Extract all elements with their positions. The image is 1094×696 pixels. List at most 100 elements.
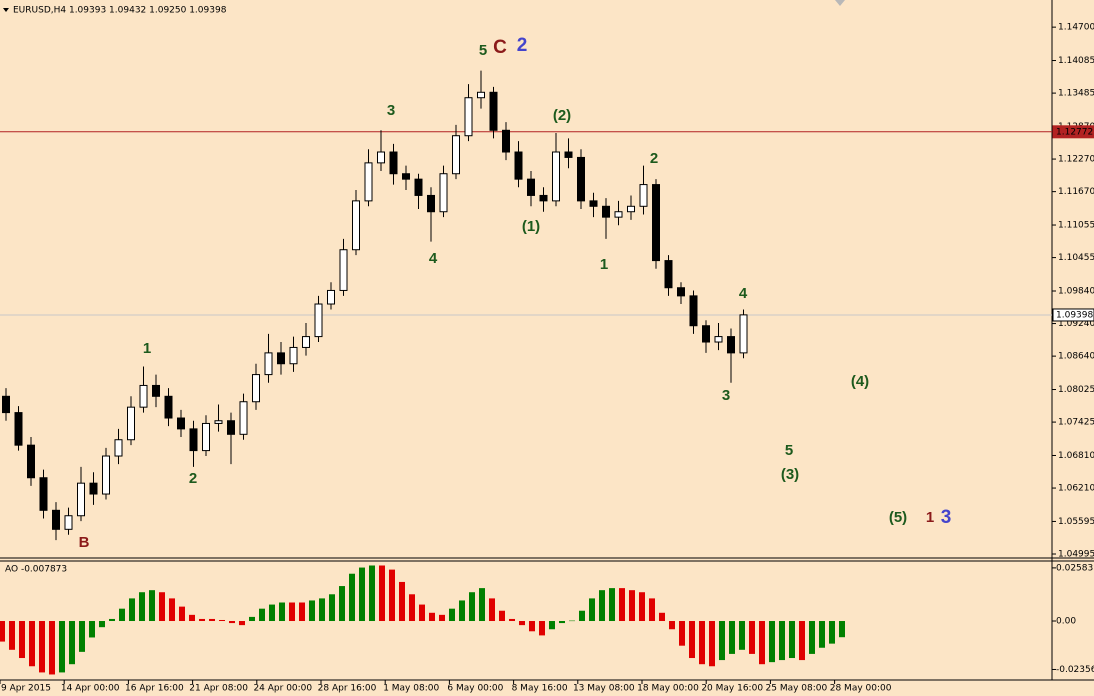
candle-body xyxy=(489,91,498,131)
candle-body xyxy=(677,287,685,297)
ao-bar xyxy=(759,621,765,665)
ao-bar xyxy=(649,598,655,622)
y-tick-label: 1.06810 xyxy=(1058,451,1094,461)
ao-bar xyxy=(219,619,225,622)
wave-label: (5) xyxy=(889,509,907,526)
wave-label: C xyxy=(493,37,507,58)
wave-label: (2) xyxy=(553,107,571,124)
ao-bar xyxy=(19,621,25,659)
indicator-y-tick-label: 0.00 xyxy=(1056,617,1076,627)
candle-body xyxy=(127,406,135,441)
ao-bar xyxy=(399,581,405,622)
ao-bar xyxy=(179,606,185,622)
candle-body xyxy=(177,417,185,430)
candle-body xyxy=(502,129,510,153)
candle-body xyxy=(577,156,585,202)
x-tick-label: 18 May 00:00 xyxy=(637,684,699,694)
ao-bar xyxy=(279,602,285,622)
ao-bar xyxy=(309,600,315,622)
ao-bar xyxy=(79,621,85,652)
ao-bar xyxy=(819,621,825,648)
x-tick-label: 13 May 08:00 xyxy=(573,684,635,694)
menu-arrow xyxy=(3,8,9,12)
candle-body xyxy=(202,422,210,452)
candle-body xyxy=(214,420,223,424)
y-tick-label: 1.13485 xyxy=(1058,89,1094,99)
y-tick-label: 1.11055 xyxy=(1058,221,1094,231)
price-level-box xyxy=(1052,125,1094,139)
y-tick-label: 1.07425 xyxy=(1058,418,1094,428)
ao-bar xyxy=(289,602,295,622)
candle-body xyxy=(77,482,85,517)
x-tick-label: 16 Apr 16:00 xyxy=(125,684,184,694)
candle-body xyxy=(27,444,35,479)
candle-body xyxy=(514,151,523,180)
ao-bar xyxy=(269,604,275,622)
candle-body xyxy=(239,401,248,435)
candle-body xyxy=(414,178,423,196)
ao-bar xyxy=(599,590,605,622)
ao-bar xyxy=(539,621,545,636)
ao-bar xyxy=(389,569,395,622)
ao-bar xyxy=(339,586,345,622)
ao-bar xyxy=(69,621,75,665)
candle-body xyxy=(277,352,285,365)
candle-body xyxy=(339,249,348,291)
ao-bar xyxy=(479,588,485,622)
ao-bar xyxy=(719,621,725,661)
wave-label: (3) xyxy=(781,466,799,483)
ao-bar xyxy=(259,608,265,622)
candle-body xyxy=(352,200,360,251)
ao-bar xyxy=(739,621,745,650)
ao-bar xyxy=(729,621,735,654)
ao-bar xyxy=(639,592,645,622)
ao-bar xyxy=(129,598,135,622)
ao-bar xyxy=(99,621,105,628)
wave-label: B xyxy=(79,534,90,551)
ao-bar xyxy=(769,621,775,663)
candle-body xyxy=(164,395,173,419)
x-tick-label: 20 May 16:00 xyxy=(701,684,763,694)
candle-body xyxy=(539,194,548,202)
ao-bar xyxy=(659,612,665,622)
x-tick-label: 6 May 00:00 xyxy=(447,684,503,694)
ao-bar xyxy=(629,590,635,622)
candle-body xyxy=(589,200,598,207)
candle-body xyxy=(52,509,60,530)
candle-body xyxy=(639,184,648,207)
ao-bar xyxy=(749,621,755,654)
ao-bar xyxy=(559,621,565,624)
candle-body xyxy=(189,428,198,452)
ao-bar xyxy=(159,592,165,622)
indicator-y-tick-label: 0.025831 xyxy=(1056,563,1094,573)
x-tick-label: 14 Apr 00:00 xyxy=(61,684,120,694)
y-tick-label: 1.14700 xyxy=(1058,23,1094,33)
candle-body xyxy=(627,205,635,213)
candle-body xyxy=(302,336,310,348)
ao-bar xyxy=(609,588,615,622)
ao-bar xyxy=(549,621,555,630)
ao-bar xyxy=(689,621,695,659)
y-tick-label: 1.05595 xyxy=(1058,517,1094,527)
ao-bar xyxy=(509,618,515,622)
candle-body xyxy=(702,325,710,343)
ao-bar xyxy=(619,588,625,622)
ao-bar xyxy=(409,594,415,622)
ao-bar xyxy=(829,621,835,644)
candle-body xyxy=(364,162,373,202)
ao-bar xyxy=(459,600,465,622)
ao-bar xyxy=(569,620,575,622)
candle-body xyxy=(227,420,235,435)
candle-body xyxy=(664,260,673,289)
ao-bar xyxy=(9,621,15,650)
wave-label: 1 xyxy=(926,509,934,526)
ao-bar xyxy=(59,621,65,673)
wave-label: 1 xyxy=(600,256,608,273)
candle-body xyxy=(264,352,273,376)
indicator-title: AO -0.007873 xyxy=(5,565,67,575)
ao-bar xyxy=(359,567,365,622)
ao-bar xyxy=(439,614,445,622)
candle-body xyxy=(689,295,698,327)
candle-body xyxy=(464,97,473,137)
ao-bar xyxy=(469,592,475,622)
